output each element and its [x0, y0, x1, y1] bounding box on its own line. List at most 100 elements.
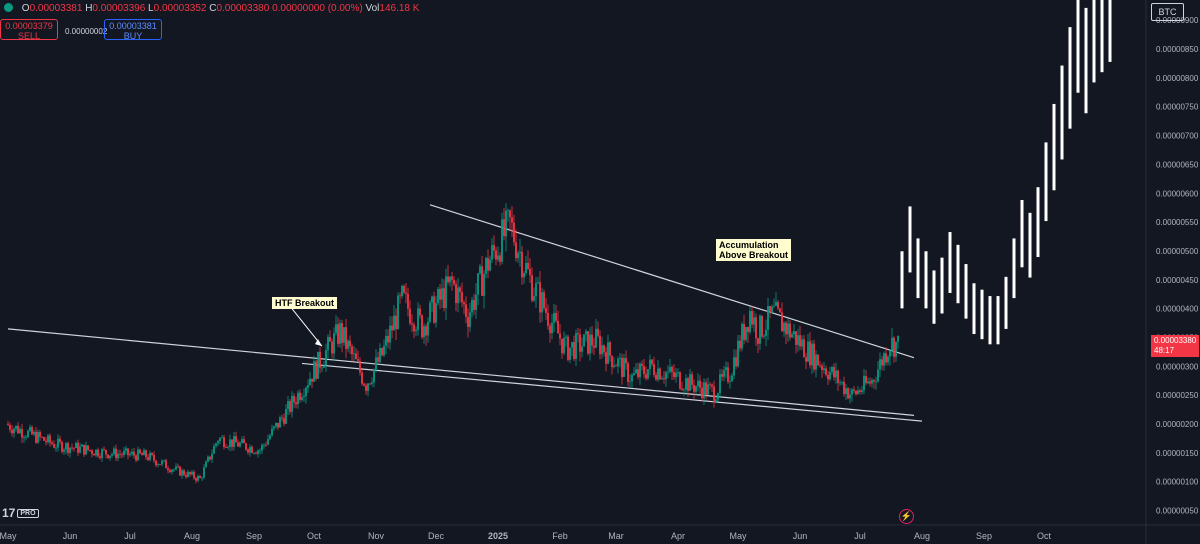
spread-value: 0.00000002	[65, 27, 108, 36]
projection-bar	[1012, 238, 1016, 299]
candle-body	[209, 456, 211, 460]
candle-body	[213, 445, 215, 454]
projection-bar	[1028, 212, 1032, 278]
candle-body	[565, 336, 567, 338]
candle-body	[121, 454, 123, 456]
candle-body	[233, 436, 235, 447]
candle-body	[505, 210, 507, 237]
candle-body	[513, 222, 515, 243]
candle-body	[41, 436, 43, 438]
candle-body	[77, 442, 79, 453]
candle-body	[693, 384, 695, 392]
candle-body	[431, 296, 433, 303]
candle-body	[201, 477, 203, 479]
candle-body	[267, 439, 269, 445]
candle-body	[257, 450, 259, 454]
candle-body	[273, 426, 275, 429]
projection-bar	[948, 232, 952, 293]
x-tick-label: Jul	[124, 531, 136, 541]
candle-body	[323, 365, 325, 368]
buy-button[interactable]: 0.00003381 BUY	[104, 19, 162, 41]
candle-body	[563, 337, 565, 354]
candle-body	[751, 310, 753, 325]
candle-body	[115, 448, 117, 459]
projection-bar	[1108, 0, 1112, 62]
candle-body	[169, 470, 171, 473]
candle-body	[639, 363, 641, 378]
candle-body	[161, 460, 163, 465]
candle-body	[481, 266, 483, 296]
candle-body	[663, 378, 665, 380]
pro-badge: PRO	[17, 509, 39, 518]
candle-body	[263, 444, 265, 446]
candle-body	[123, 450, 125, 456]
candle-body	[441, 288, 443, 300]
candle-body	[311, 378, 313, 382]
candle-body	[579, 334, 581, 352]
candle-body	[145, 450, 147, 458]
candle-body	[103, 449, 105, 451]
candle-body	[887, 356, 889, 363]
candle-body	[561, 338, 563, 354]
candle-body	[653, 364, 655, 375]
y-tick-label: 0.00000800	[1156, 74, 1199, 83]
x-tick-label: Aug	[914, 531, 930, 541]
candle-body	[883, 353, 885, 366]
candle-body	[385, 335, 387, 346]
ohlc-volume: Vol146.18 K	[365, 3, 420, 14]
candle-body	[529, 269, 531, 276]
candle-body	[365, 385, 367, 391]
candle-body	[289, 401, 291, 412]
candle-body	[355, 353, 357, 360]
candle-body	[699, 380, 701, 388]
y-tick-label: 0.00000750	[1156, 103, 1199, 112]
candle-body	[669, 366, 671, 372]
candle-body	[717, 393, 719, 400]
candle-body	[389, 325, 391, 343]
candle-body	[71, 447, 73, 449]
candle-body	[425, 326, 427, 336]
projection-bar	[988, 296, 992, 345]
candle-body	[511, 217, 513, 223]
candle-body	[223, 437, 225, 448]
tradingview-logo[interactable]: 17 PRO	[2, 506, 39, 520]
candle-body	[109, 455, 111, 459]
candle-body	[493, 245, 495, 251]
candle-body	[139, 449, 141, 454]
candle-body	[613, 365, 615, 368]
candle-body	[569, 347, 571, 360]
candle-body	[737, 340, 739, 367]
candle-body	[559, 333, 561, 339]
candle-body	[681, 388, 683, 391]
projection-bar	[932, 270, 936, 324]
currency-button[interactable]: BTC	[1151, 3, 1184, 21]
candle-body	[581, 346, 583, 352]
candle-body	[621, 357, 623, 377]
y-tick-label: 0.00000550	[1156, 218, 1199, 227]
candle-body	[779, 308, 781, 313]
candle-body	[207, 456, 209, 462]
candle-body	[371, 382, 373, 384]
candle-body	[141, 453, 143, 456]
candle-body	[503, 219, 505, 237]
candle-body	[423, 326, 425, 338]
lightning-icon[interactable]: ⚡	[899, 509, 914, 524]
candle-body	[191, 471, 193, 475]
candle-body	[747, 327, 749, 332]
ohlc-close: C0.00003380 0.00000000 (0.00%)	[209, 3, 363, 14]
sell-button[interactable]: 0.00003379 SELL	[0, 19, 58, 41]
y-tick-label: 0.00000650	[1156, 160, 1199, 169]
candle-body	[53, 444, 55, 448]
candle-body	[853, 389, 855, 391]
y-tick-label: 0.00000150	[1156, 449, 1199, 458]
candle-body	[885, 353, 887, 363]
candle-body	[651, 359, 653, 365]
candle-body	[253, 452, 255, 454]
candle-body	[869, 381, 871, 384]
candle-body	[153, 454, 155, 461]
candle-body	[691, 374, 693, 385]
candle-body	[449, 276, 451, 283]
ohlc-high: H0.00003396	[85, 3, 146, 14]
candle-body	[399, 295, 401, 297]
